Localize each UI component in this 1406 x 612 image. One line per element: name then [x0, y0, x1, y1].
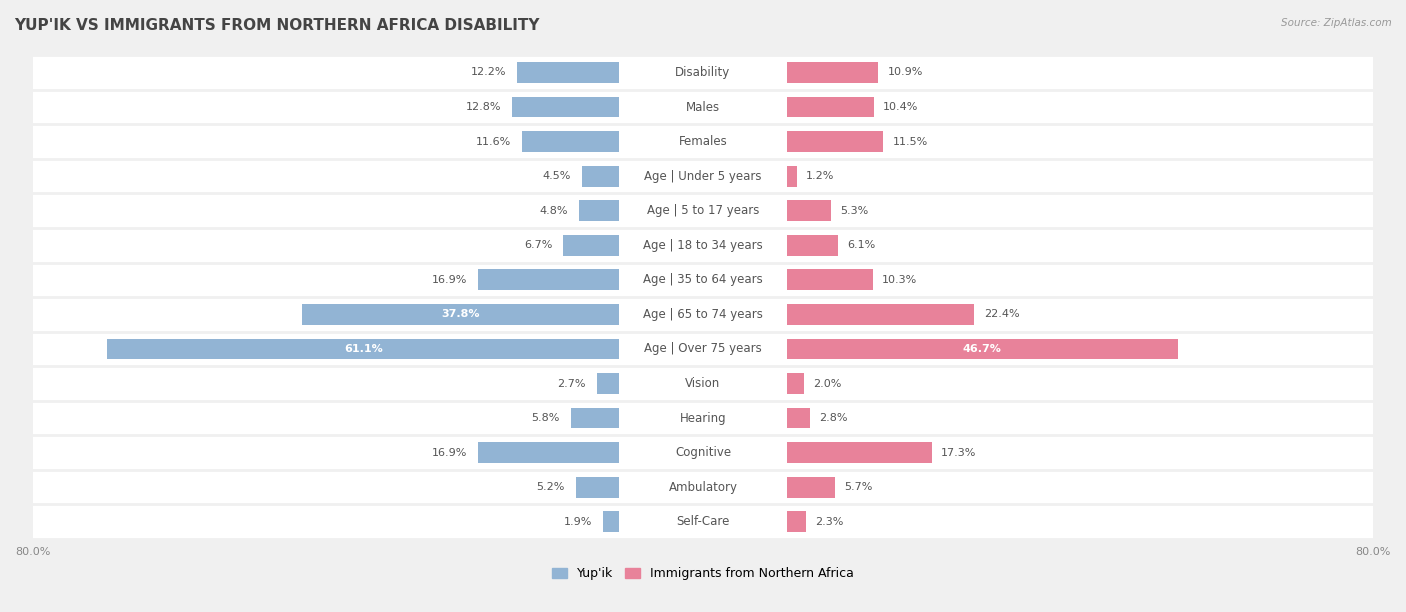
Bar [15, 228, 1391, 263]
Text: Vision: Vision [685, 377, 721, 390]
Bar [478, 442, 619, 463]
Text: Disability: Disability [675, 66, 731, 79]
Bar [15, 159, 1391, 193]
Text: Age | 18 to 34 years: Age | 18 to 34 years [643, 239, 763, 252]
Bar [302, 304, 619, 325]
Text: 37.8%: 37.8% [441, 310, 479, 319]
Bar [562, 235, 619, 256]
Text: 5.3%: 5.3% [841, 206, 869, 215]
Bar [787, 477, 835, 498]
Text: 11.6%: 11.6% [475, 136, 512, 147]
Bar [15, 193, 1391, 228]
Text: 10.9%: 10.9% [887, 67, 922, 78]
Bar [582, 166, 619, 187]
Bar [512, 97, 619, 118]
Text: Hearing: Hearing [679, 411, 727, 425]
Bar [603, 512, 619, 532]
Bar [787, 512, 806, 532]
Bar [15, 504, 1391, 539]
Bar [15, 401, 1391, 435]
Text: 2.8%: 2.8% [820, 413, 848, 423]
Text: 10.4%: 10.4% [883, 102, 918, 112]
Text: 6.7%: 6.7% [524, 241, 553, 250]
Legend: Yup'ik, Immigrants from Northern Africa: Yup'ik, Immigrants from Northern Africa [551, 567, 855, 580]
Bar [15, 263, 1391, 297]
Text: Males: Males [686, 100, 720, 113]
Bar [787, 442, 932, 463]
Text: 17.3%: 17.3% [941, 447, 976, 458]
Text: Age | Under 5 years: Age | Under 5 years [644, 170, 762, 182]
Bar [787, 408, 810, 428]
Bar [571, 408, 619, 428]
Text: 5.7%: 5.7% [844, 482, 872, 492]
Bar [522, 131, 619, 152]
Bar [15, 470, 1391, 504]
Bar [787, 373, 804, 394]
Text: 11.5%: 11.5% [893, 136, 928, 147]
Bar [787, 338, 1178, 359]
Bar [596, 373, 619, 394]
Text: 12.8%: 12.8% [465, 102, 501, 112]
Text: 10.3%: 10.3% [883, 275, 918, 285]
Bar [787, 97, 875, 118]
Bar [787, 62, 879, 83]
Bar [787, 304, 974, 325]
Text: Age | 65 to 74 years: Age | 65 to 74 years [643, 308, 763, 321]
Text: Ambulatory: Ambulatory [668, 480, 738, 494]
Bar [579, 200, 619, 221]
Bar [15, 332, 1391, 366]
Bar [107, 338, 619, 359]
Bar [15, 366, 1391, 401]
Bar [15, 435, 1391, 470]
Text: 61.1%: 61.1% [344, 344, 382, 354]
Bar [787, 166, 797, 187]
Text: 6.1%: 6.1% [848, 241, 876, 250]
Text: 1.2%: 1.2% [806, 171, 834, 181]
Bar [15, 90, 1391, 124]
Text: 4.8%: 4.8% [540, 206, 568, 215]
Text: Females: Females [679, 135, 727, 148]
Text: 5.2%: 5.2% [536, 482, 565, 492]
Text: 2.7%: 2.7% [557, 378, 586, 389]
Text: 12.2%: 12.2% [471, 67, 506, 78]
Text: 1.9%: 1.9% [564, 517, 592, 527]
Text: Cognitive: Cognitive [675, 446, 731, 459]
Bar [15, 297, 1391, 332]
Text: Self-Care: Self-Care [676, 515, 730, 528]
Bar [575, 477, 619, 498]
Text: 2.3%: 2.3% [815, 517, 844, 527]
Text: Source: ZipAtlas.com: Source: ZipAtlas.com [1281, 18, 1392, 28]
Bar [787, 269, 873, 290]
Text: 16.9%: 16.9% [432, 447, 467, 458]
Text: Age | Over 75 years: Age | Over 75 years [644, 343, 762, 356]
Text: 2.0%: 2.0% [813, 378, 841, 389]
Bar [517, 62, 619, 83]
Text: 46.7%: 46.7% [963, 344, 1002, 354]
Bar [787, 200, 831, 221]
Bar [787, 131, 883, 152]
Text: Age | 35 to 64 years: Age | 35 to 64 years [643, 274, 763, 286]
Text: 4.5%: 4.5% [543, 171, 571, 181]
Text: Age | 5 to 17 years: Age | 5 to 17 years [647, 204, 759, 217]
Text: 16.9%: 16.9% [432, 275, 467, 285]
Bar [15, 124, 1391, 159]
Bar [15, 55, 1391, 90]
Text: 5.8%: 5.8% [531, 413, 560, 423]
Text: 22.4%: 22.4% [984, 310, 1019, 319]
Text: YUP'IK VS IMMIGRANTS FROM NORTHERN AFRICA DISABILITY: YUP'IK VS IMMIGRANTS FROM NORTHERN AFRIC… [14, 18, 540, 34]
Bar [787, 235, 838, 256]
Bar [478, 269, 619, 290]
